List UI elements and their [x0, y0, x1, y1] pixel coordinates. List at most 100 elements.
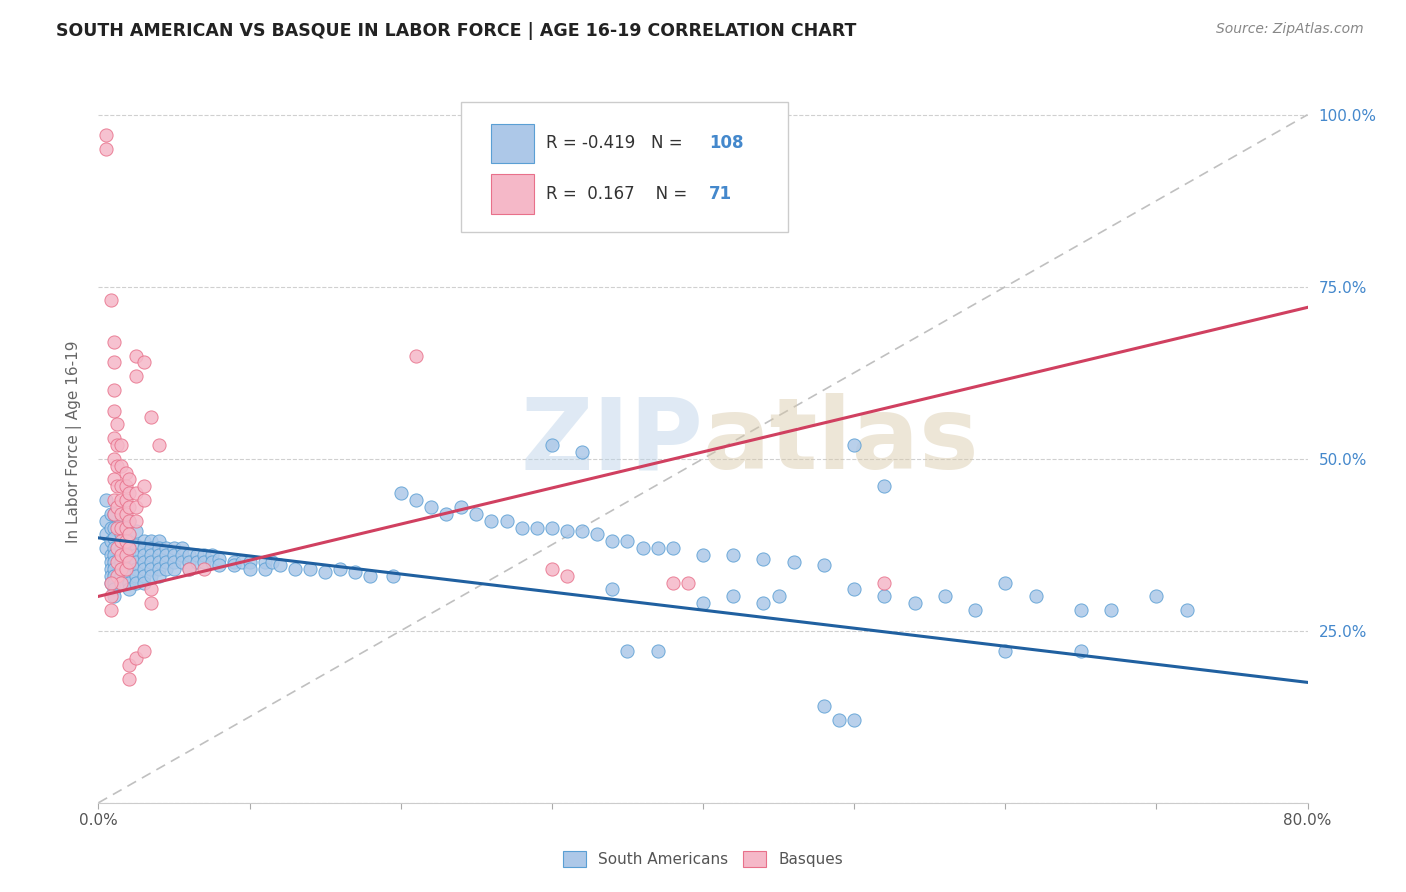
Point	[114, 534, 136, 549]
Point	[118, 658, 141, 673]
Point	[100, 520, 122, 534]
Point	[110, 575, 132, 590]
Point	[405, 493, 427, 508]
Point	[193, 555, 215, 569]
Point	[103, 548, 125, 562]
Point	[420, 500, 443, 514]
Text: 71: 71	[709, 185, 733, 202]
Point	[201, 555, 224, 569]
Point	[201, 548, 224, 562]
Point	[571, 445, 593, 459]
Point	[163, 548, 186, 562]
Point	[100, 555, 122, 569]
Point	[382, 568, 405, 582]
Point	[844, 713, 866, 727]
Point	[125, 500, 148, 514]
Point	[155, 555, 177, 569]
Point	[692, 596, 714, 610]
Point	[100, 575, 122, 590]
Point	[118, 527, 141, 541]
Point	[676, 575, 699, 590]
Point	[631, 541, 654, 556]
Point	[540, 438, 562, 452]
Y-axis label: In Labor Force | Age 16-19: In Labor Force | Age 16-19	[66, 340, 83, 543]
Point	[1144, 590, 1167, 604]
Point	[1175, 603, 1198, 617]
Point	[179, 562, 201, 576]
Point	[105, 500, 128, 514]
Point	[118, 575, 141, 590]
Point	[103, 520, 125, 534]
Point	[103, 507, 125, 521]
Point	[329, 562, 352, 576]
Point	[692, 548, 714, 562]
Point	[110, 562, 132, 576]
Point	[110, 562, 132, 576]
Point	[132, 479, 155, 493]
Point	[103, 334, 125, 349]
Point	[105, 479, 128, 493]
Point	[141, 541, 163, 556]
Point	[904, 596, 927, 610]
Point	[118, 541, 141, 556]
Point	[103, 582, 125, 597]
Point	[571, 524, 593, 538]
Text: ZIP: ZIP	[520, 393, 703, 490]
Point	[114, 548, 136, 562]
Point	[118, 486, 141, 500]
Point	[148, 555, 170, 569]
Point	[284, 562, 307, 576]
Point	[873, 479, 896, 493]
Point	[752, 596, 775, 610]
Point	[132, 568, 155, 582]
Point	[118, 568, 141, 582]
Point	[231, 555, 253, 569]
Point	[344, 566, 367, 580]
Point	[510, 520, 533, 534]
Point	[110, 520, 132, 534]
Point	[110, 479, 132, 493]
Point	[844, 582, 866, 597]
Point	[1024, 590, 1046, 604]
Point	[752, 551, 775, 566]
Point	[193, 548, 215, 562]
Point	[125, 486, 148, 500]
Point	[118, 555, 141, 569]
Point	[163, 541, 186, 556]
Point	[141, 596, 163, 610]
Point	[110, 534, 132, 549]
Point	[100, 562, 122, 576]
Point	[148, 534, 170, 549]
Point	[616, 534, 638, 549]
Text: R =  0.167    N =: R = 0.167 N =	[546, 185, 697, 202]
Point	[110, 458, 132, 473]
Point	[125, 568, 148, 582]
Point	[148, 568, 170, 582]
Text: atlas: atlas	[703, 393, 980, 490]
Point	[239, 555, 262, 569]
Text: Source: ZipAtlas.com: Source: ZipAtlas.com	[1216, 22, 1364, 37]
Point	[103, 403, 125, 417]
Point	[118, 548, 141, 562]
Point	[723, 548, 745, 562]
Point	[110, 575, 132, 590]
Point	[148, 541, 170, 556]
Point	[253, 555, 276, 569]
Point	[110, 527, 132, 541]
Point	[114, 507, 136, 521]
Point	[100, 507, 122, 521]
Point	[105, 458, 128, 473]
Point	[114, 520, 136, 534]
Point	[934, 590, 956, 604]
Point	[125, 575, 148, 590]
Point	[105, 520, 128, 534]
Point	[110, 568, 132, 582]
Point	[132, 541, 155, 556]
Point	[118, 672, 141, 686]
Point	[141, 534, 163, 549]
Point	[103, 562, 125, 576]
Point	[125, 651, 148, 665]
Point	[262, 555, 284, 569]
Point	[239, 562, 262, 576]
Point	[193, 562, 215, 576]
